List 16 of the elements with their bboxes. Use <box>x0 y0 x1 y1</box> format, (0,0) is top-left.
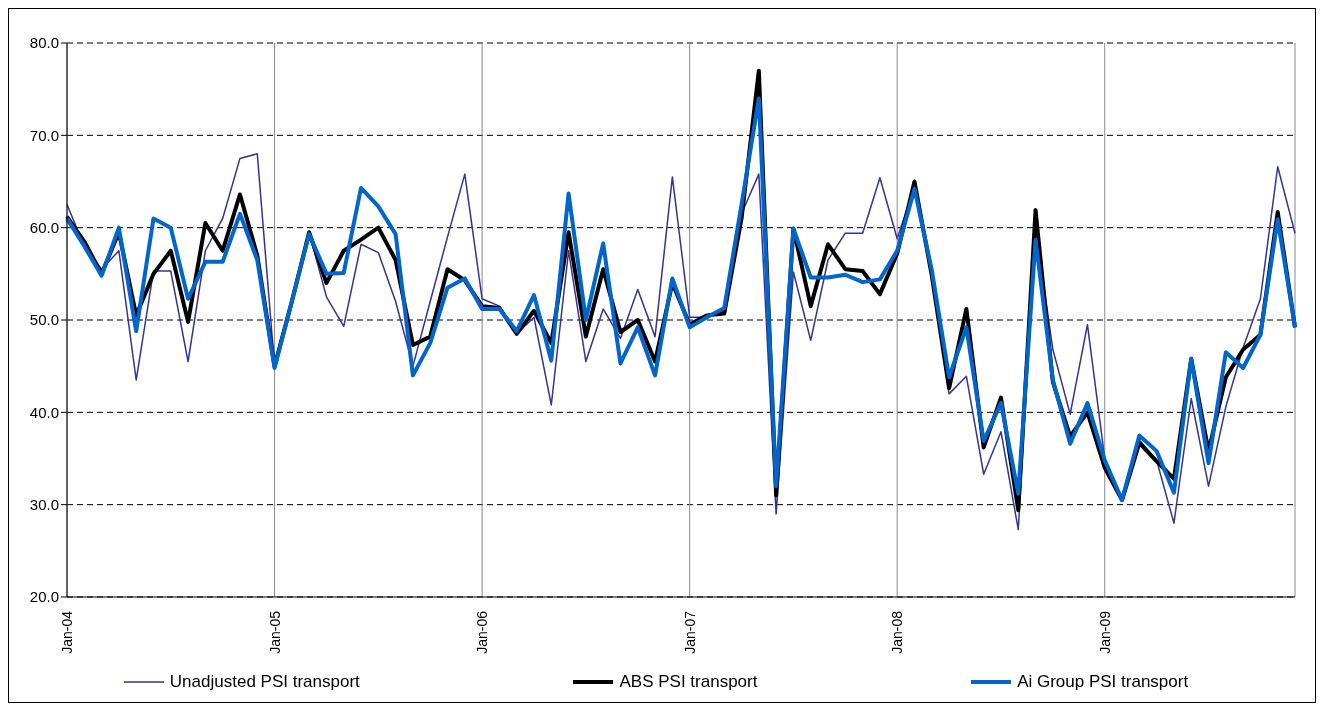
x-tick-label: Jan-04 <box>59 610 75 654</box>
y-tick-label: 40.0 <box>29 403 59 421</box>
legend-label: Ai Group PSI transport <box>1017 672 1189 692</box>
y-tick-label: 20.0 <box>29 588 59 606</box>
y-tick-label: 50.0 <box>29 311 59 329</box>
x-tick-label: Jan-08 <box>889 610 906 654</box>
y-tick-label: 60.0 <box>29 218 59 236</box>
x-tick-label: Jan-07 <box>681 610 698 654</box>
x-tick-label: Jan-06 <box>474 610 491 654</box>
x-tick-label: Jan-05 <box>266 610 283 654</box>
legend-label: ABS PSI transport <box>619 672 758 692</box>
y-tick-label: 80.0 <box>29 34 59 52</box>
y-tick-label: 70.0 <box>29 126 59 144</box>
x-tick-label: Jan-09 <box>1096 610 1113 654</box>
y-tick-label: 30.0 <box>29 495 59 513</box>
legend-label: Unadjusted PSI transport <box>169 672 360 692</box>
